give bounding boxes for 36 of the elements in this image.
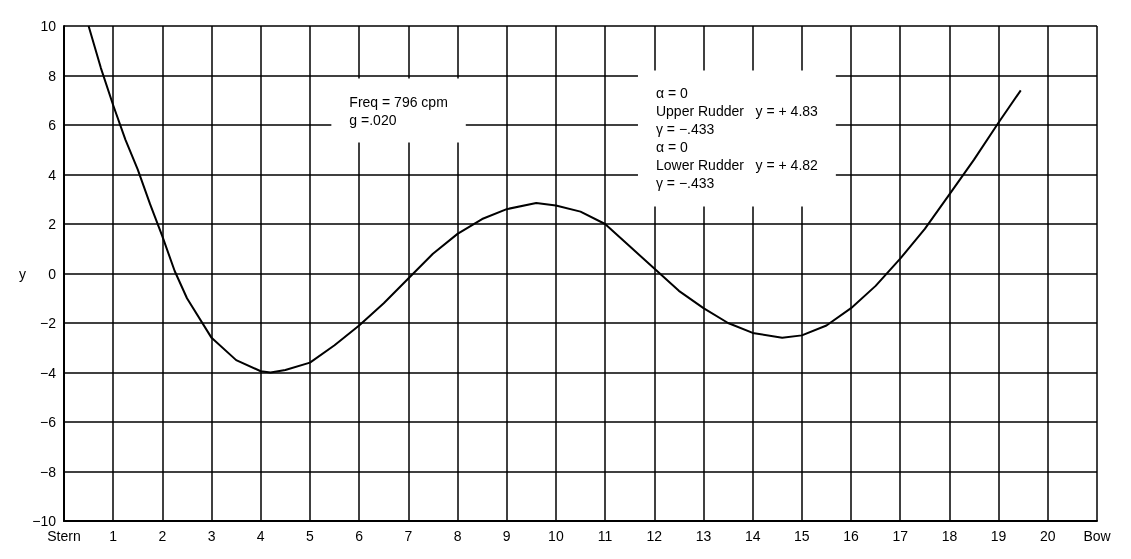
x-tick-label: 20 [1040, 528, 1056, 544]
x-tick-label: 19 [990, 528, 1007, 544]
x-tick-label: Bow [1083, 528, 1112, 544]
y-tick-label: −4 [40, 364, 57, 381]
y-tick-label: 8 [48, 67, 57, 84]
y-tick-label: −8 [40, 463, 57, 480]
x-tick-label: 10 [548, 528, 564, 544]
x-tick-label: 16 [843, 528, 860, 544]
x-tick-label: 17 [892, 528, 909, 544]
annotation: Freq = 796 cpm g =.020 [349, 93, 448, 128]
y-tick-label: 6 [48, 117, 57, 133]
x-tick-label: 11 [597, 528, 613, 544]
x-tick-label: 4 [256, 528, 265, 544]
y-axis-title: y [19, 265, 26, 282]
y-tick-label: −6 [40, 414, 57, 430]
x-tick-label: 8 [453, 528, 462, 544]
x-tick-label: 2 [158, 528, 167, 544]
x-tick-label: 14 [744, 528, 761, 544]
y-tick-label: −10 [32, 513, 57, 529]
x-tick-label: 15 [794, 528, 810, 544]
y-tick-label: 2 [48, 216, 57, 232]
x-tick-label: 5 [306, 528, 315, 544]
y-tick-label: 4 [48, 166, 57, 183]
x-tick-label: Stern [47, 528, 81, 544]
x-tick-label: 6 [355, 528, 364, 544]
annotation: α = 0 Upper Rudder y = + 4.83 γ = −.433 α = 0 Lower Rudder y = + 4.82 γ = −.433 [655, 85, 819, 192]
x-tick-label: 13 [695, 528, 712, 544]
x-tick-label: 1 [109, 528, 118, 544]
x-tick-label: 12 [646, 528, 663, 544]
x-tick-label: 3 [207, 528, 216, 544]
x-tick-label: 7 [404, 528, 413, 544]
y-tick-label: 10 [40, 18, 57, 34]
y-tick-label: 0 [48, 265, 57, 282]
x-tick-label: 18 [941, 528, 958, 544]
y-tick-label: −2 [40, 315, 57, 331]
x-tick-label: 9 [502, 528, 511, 544]
